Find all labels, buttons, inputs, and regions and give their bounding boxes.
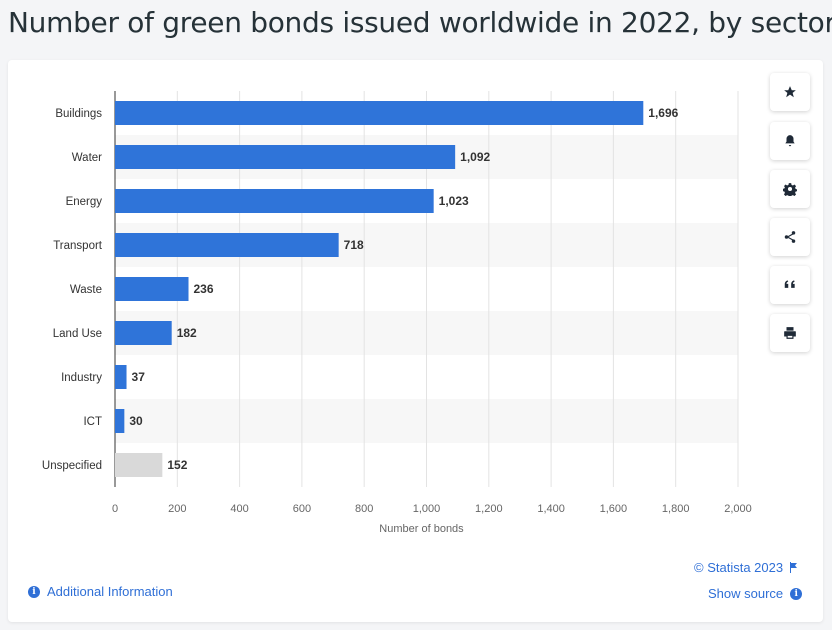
show-source-label: Show source [708,586,784,601]
notification-button[interactable] [770,122,810,160]
print-icon [784,327,796,339]
value-label: 1,092 [460,150,490,164]
x-tick-label: 1,600 [600,503,628,515]
bar-waste [115,277,189,301]
bar-chart: Buildings 1,696 Water 1,092 Energy 1,023 Trans… [42,91,752,535]
value-label: 182 [177,326,197,340]
value-label: 1,696 [648,106,678,120]
x-tick-label: 1,800 [662,503,690,515]
share-button[interactable] [770,218,810,256]
category-label: Buildings [55,108,102,120]
value-label: 718 [344,238,364,252]
star-icon [784,86,796,98]
additional-information-link[interactable]: i Additional Information [28,584,173,599]
x-tick-label: 400 [230,503,248,515]
info-icon: i [790,587,803,600]
additional-information-label: Additional Information [47,584,173,599]
copyright-notice[interactable]: © Statista 2023 [694,560,798,575]
bar-water [115,145,456,169]
x-tick-label: 600 [293,503,311,515]
x-tick-label: 200 [168,503,186,515]
page-title: Number of green bonds issued worldwide i… [8,6,832,39]
bar-energy [115,189,434,213]
quote-icon [784,280,795,288]
gear-icon [783,183,797,196]
category-label: Land Use [53,328,102,340]
category-label: Transport [53,240,103,252]
x-tick-label: 1,400 [537,503,565,515]
value-label: 152 [167,458,187,472]
value-label: 37 [132,370,146,384]
value-label: 30 [129,414,143,428]
copyright-label: © Statista 2023 [694,560,784,575]
favorite-button[interactable] [770,73,810,111]
bar-industry [115,365,127,389]
bell-icon [785,135,795,147]
info-icon: i [28,585,40,598]
x-axis-title: Number of bonds [379,523,464,535]
x-tick-label: 1,000 [413,503,441,515]
x-tick-label: 800 [355,503,373,515]
settings-button[interactable] [770,170,810,208]
category-label: Water [72,152,102,164]
category-label: Energy [66,196,103,208]
bar-buildings [115,101,644,125]
category-label: Industry [61,372,102,384]
category-label: Waste [70,284,102,296]
chart-card: Buildings 1,696 Water 1,092 Energy 1,023 Trans… [8,60,823,622]
x-tick-label: 1,200 [475,503,503,515]
bar-ict [115,409,125,433]
show-source-link[interactable]: Show source i [708,586,803,601]
share-icon [784,231,796,243]
x-tick-label: 2,000 [724,503,752,515]
flag-icon [790,562,798,573]
x-tick-label: 0 [112,503,118,515]
value-label: 236 [194,282,214,296]
cite-button[interactable] [770,266,810,304]
category-label: ICT [83,416,102,428]
print-button[interactable] [770,314,810,352]
category-label: Unspecified [42,460,102,472]
bar-land-use [115,321,172,345]
bar-transport [115,233,339,257]
bar-unspecified [115,453,163,477]
value-label: 1,023 [439,194,469,208]
